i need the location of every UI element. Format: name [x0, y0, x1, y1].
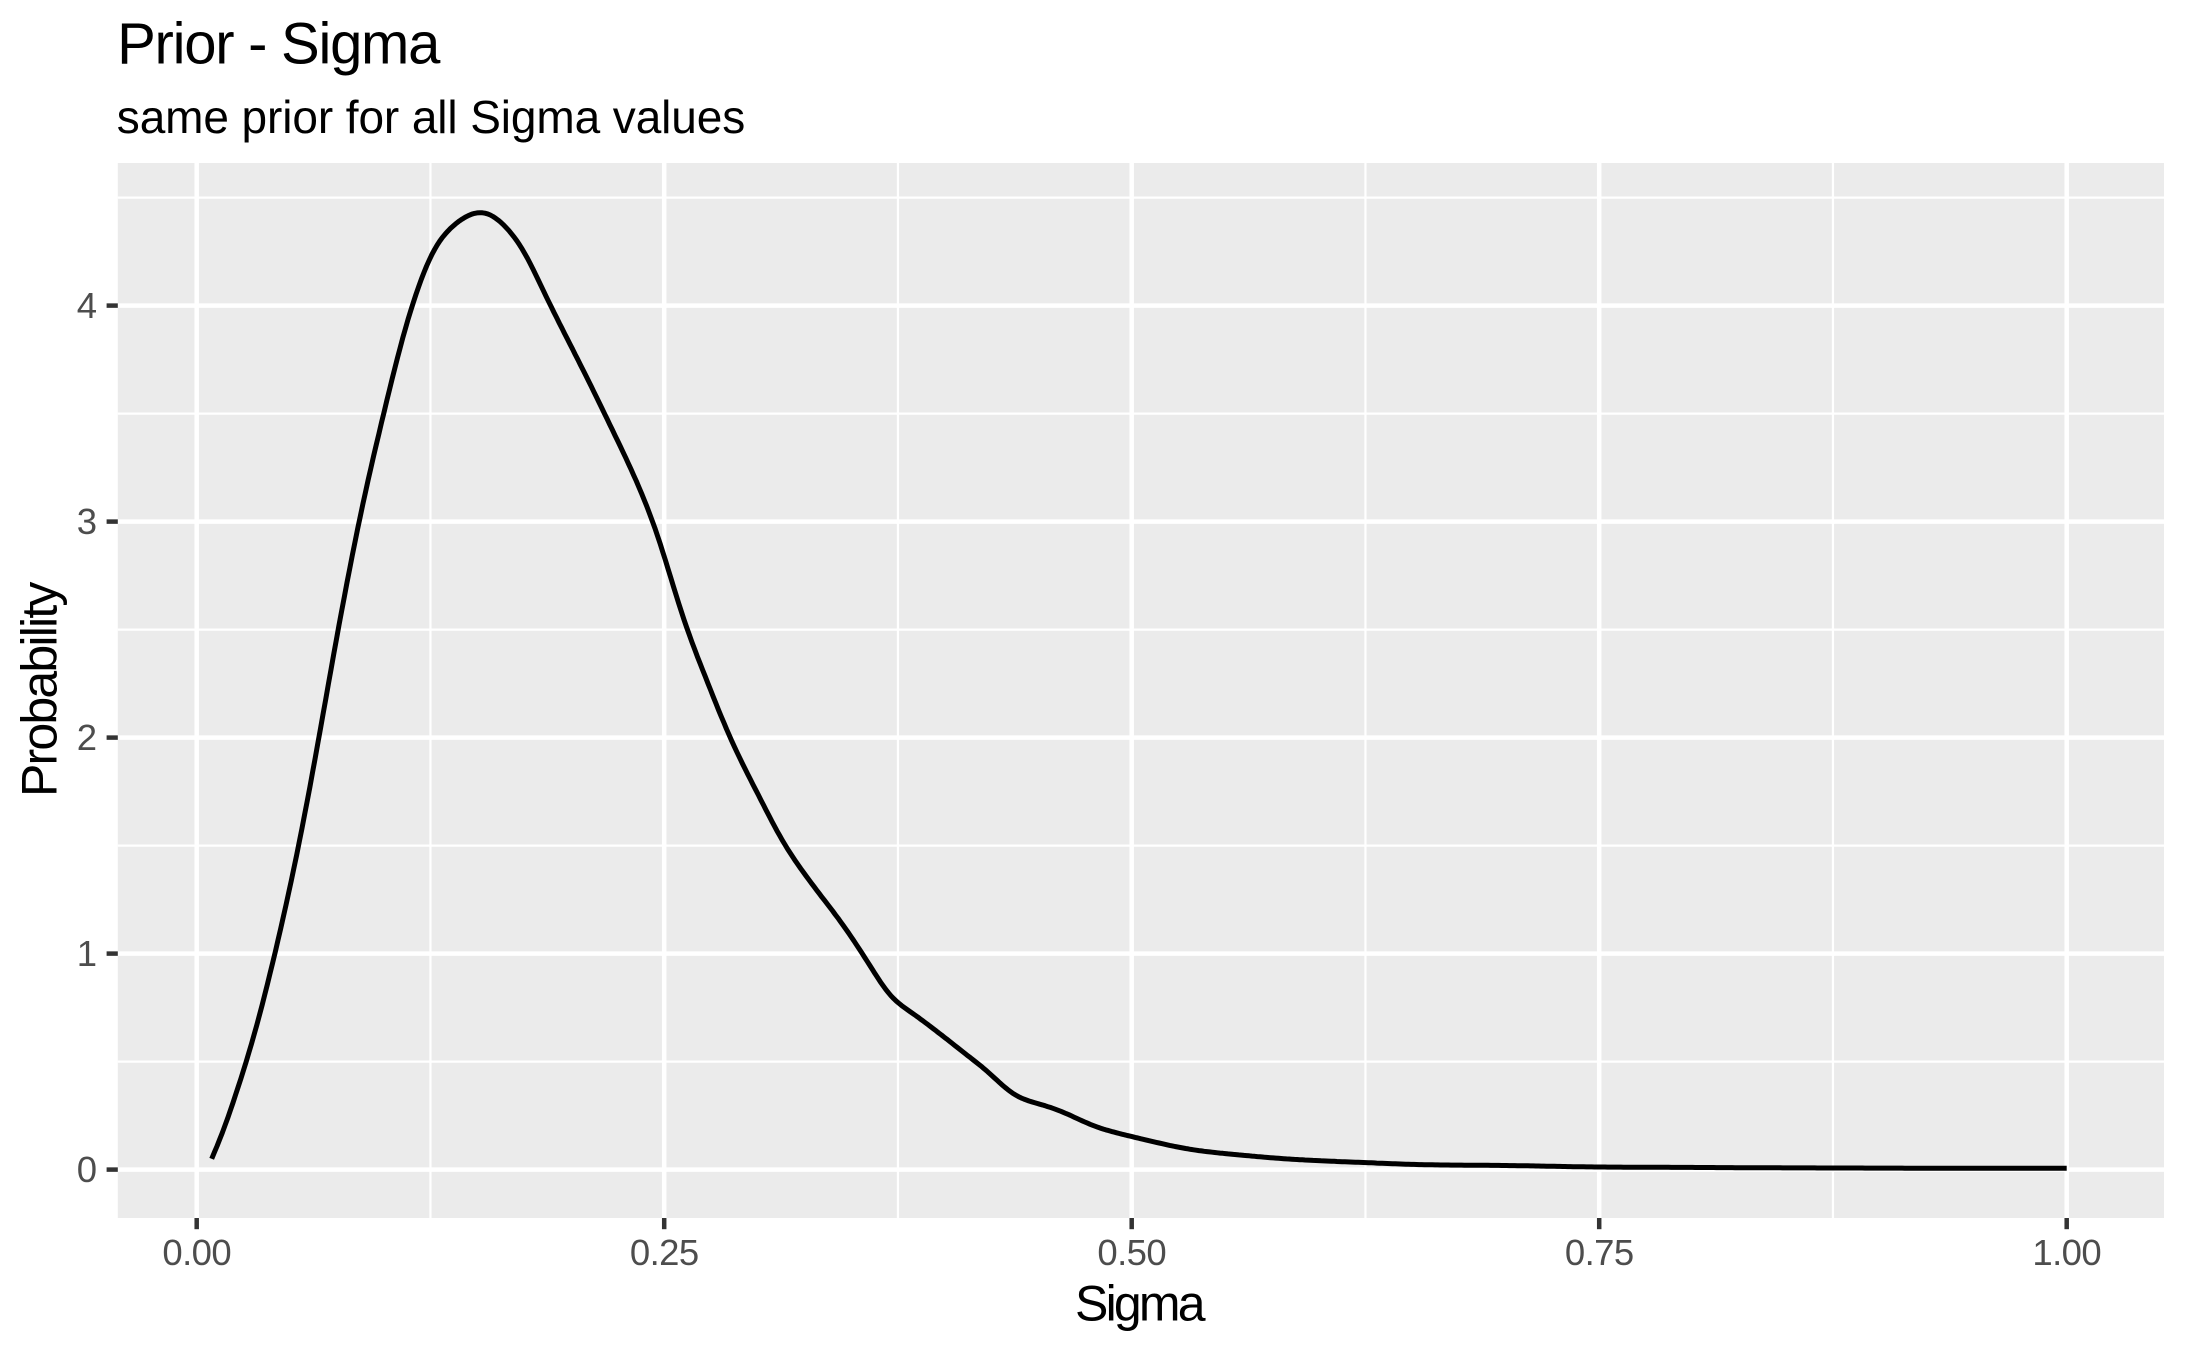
- svg-text:1: 1: [77, 933, 97, 974]
- svg-text:Prior - Sigma: Prior - Sigma: [117, 12, 441, 77]
- svg-text:0.50: 0.50: [1097, 1232, 1166, 1273]
- svg-text:3: 3: [77, 501, 97, 542]
- svg-text:Probability: Probability: [12, 582, 68, 797]
- svg-text:0.00: 0.00: [162, 1232, 231, 1273]
- svg-text:0.75: 0.75: [1565, 1232, 1634, 1273]
- svg-text:Sigma: Sigma: [1075, 1276, 1206, 1332]
- svg-text:2: 2: [77, 717, 97, 758]
- svg-text:0: 0: [77, 1149, 97, 1190]
- svg-text:1.00: 1.00: [2032, 1232, 2101, 1273]
- svg-text:same prior for all Sigma value: same prior for all Sigma values: [117, 91, 745, 143]
- svg-text:0.25: 0.25: [630, 1232, 699, 1273]
- svg-text:4: 4: [77, 285, 97, 326]
